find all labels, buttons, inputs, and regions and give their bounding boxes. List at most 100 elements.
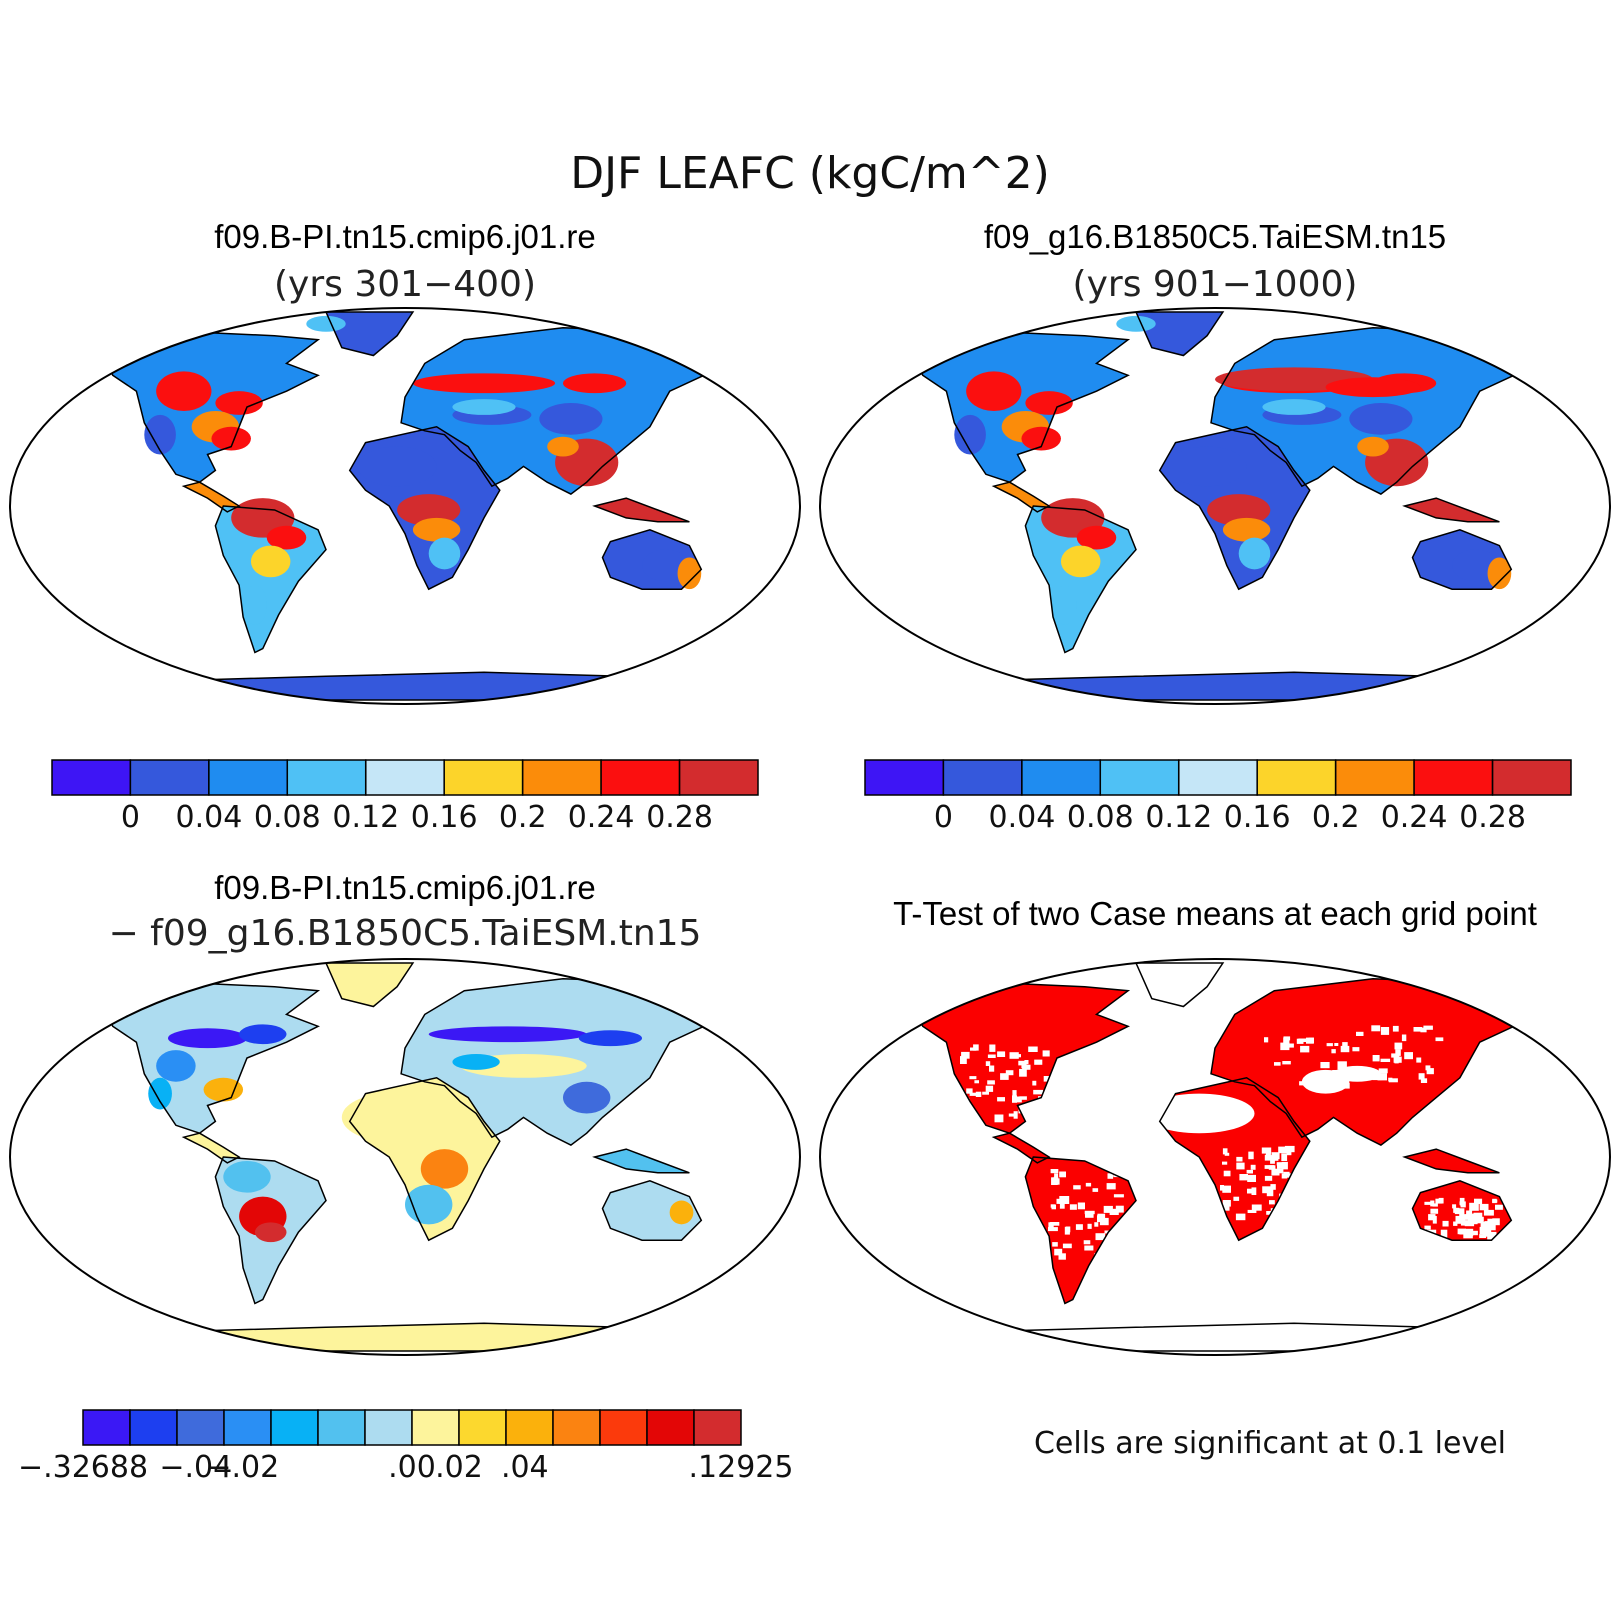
speckle (1038, 1102, 1044, 1108)
colorbar-tick-label: 0.2 (499, 800, 547, 835)
field-patch (306, 315, 346, 332)
speckle (1233, 1196, 1240, 1201)
speckle (1222, 1148, 1228, 1155)
coastline-greenland (1134, 962, 1225, 1008)
speckle (1425, 1065, 1431, 1071)
panel-subtitle-case1: (yrs 301−400) (274, 264, 536, 305)
speckle (1013, 1111, 1018, 1119)
map-frame-difference (9, 958, 801, 1356)
map-frame-case2 (819, 307, 1611, 705)
speckle (1223, 1170, 1231, 1177)
speckle (1042, 1050, 1050, 1057)
speckle (963, 1097, 970, 1105)
field-patch (203, 1077, 244, 1102)
field-patch (1167, 446, 1247, 487)
figure-title: DJF LEAFC (kgC/m^2) (570, 148, 1050, 199)
field-patch (420, 1149, 469, 1189)
field-patch (1333, 1065, 1381, 1082)
colorbar-box (51, 759, 132, 796)
land-centralAmerica (183, 482, 240, 512)
field-patch (412, 517, 461, 542)
field-patch (954, 414, 986, 455)
field-patch (578, 1030, 643, 1047)
speckle (1331, 1049, 1336, 1054)
speckle (1356, 1031, 1364, 1036)
speckle (1021, 1065, 1031, 1069)
coastline-centralAmerica (181, 1132, 241, 1164)
field-patch (1076, 525, 1117, 550)
speckle (1021, 1107, 1026, 1113)
speckle (1038, 1096, 1046, 1104)
speckle (1460, 1220, 1469, 1226)
speckle (1361, 1067, 1369, 1074)
colorbar-box (942, 759, 1023, 796)
field-patch (1053, 585, 1077, 625)
ttest-note: Cells are significant at 0.1 level (1034, 1426, 1506, 1461)
colorbar-box (1099, 759, 1180, 796)
speckle (1073, 1185, 1081, 1190)
speckle (1281, 1173, 1288, 1179)
field-patch (168, 1028, 247, 1049)
field-patch (266, 525, 307, 550)
speckle (1222, 1200, 1231, 1207)
land-centralAmerica (183, 1133, 240, 1163)
speckle (1043, 1076, 1050, 1082)
speckle (1420, 1078, 1428, 1083)
speckle (1248, 1151, 1254, 1160)
speckle (1438, 1197, 1444, 1204)
coastline-greenland (1134, 311, 1225, 357)
speckle (1084, 1245, 1094, 1251)
speckle (1265, 1152, 1271, 1157)
speckle (1476, 1216, 1484, 1224)
colorbar-tick-label: 0.28 (1459, 800, 1526, 835)
speckle (1299, 1081, 1304, 1086)
colorbar-box (521, 759, 602, 796)
speckle (1008, 1113, 1015, 1117)
colorbar-box (1178, 759, 1258, 796)
speckle (1432, 1203, 1438, 1207)
colorbar-box (317, 1409, 366, 1446)
map-frame-ttest (819, 958, 1611, 1356)
speckle (1459, 1201, 1464, 1205)
speckle (1051, 1177, 1058, 1185)
speckle (1270, 1184, 1276, 1190)
speckle (1464, 1222, 1475, 1227)
speckle (1453, 1221, 1458, 1226)
speckle (1479, 1203, 1489, 1211)
speckle (1428, 1214, 1436, 1221)
speckle (1048, 1227, 1058, 1232)
speckle (985, 1061, 991, 1066)
speckle (1085, 1182, 1092, 1187)
coastline-australia (601, 1180, 703, 1241)
speckle (1452, 1204, 1457, 1209)
colorbar-tick-label: −.04 (159, 1450, 232, 1485)
speckle (1264, 1175, 1273, 1181)
speckle (1222, 1161, 1228, 1165)
field-patch (156, 371, 212, 411)
speckle (1097, 1213, 1106, 1221)
panel-title-ttest: T-Test of two Case means at each grid po… (893, 895, 1537, 932)
speckle (1418, 1073, 1425, 1080)
speckle (1324, 1082, 1334, 1090)
coastline-southAmerica (214, 505, 327, 654)
speckle (1377, 1073, 1387, 1081)
field-patch (563, 373, 627, 394)
speckle (1107, 1243, 1118, 1252)
colorbar-tick-label: 0 (121, 800, 140, 835)
speckle (1424, 1225, 1431, 1230)
speckle (1236, 1156, 1243, 1162)
speckle (1069, 1204, 1077, 1210)
field-patch (428, 537, 461, 570)
field-patch (1487, 557, 1512, 590)
speckle (1430, 1208, 1439, 1214)
field-patch (156, 1050, 196, 1082)
speckle (1435, 1037, 1444, 1042)
coastline-eurasia (400, 978, 747, 1146)
speckle (1284, 1202, 1292, 1209)
field-patch (452, 399, 516, 415)
speckle (1471, 1213, 1476, 1221)
speckle (1454, 1208, 1465, 1215)
speckle (961, 1051, 970, 1059)
speckle (1401, 1034, 1407, 1042)
speckle (989, 1044, 996, 1052)
